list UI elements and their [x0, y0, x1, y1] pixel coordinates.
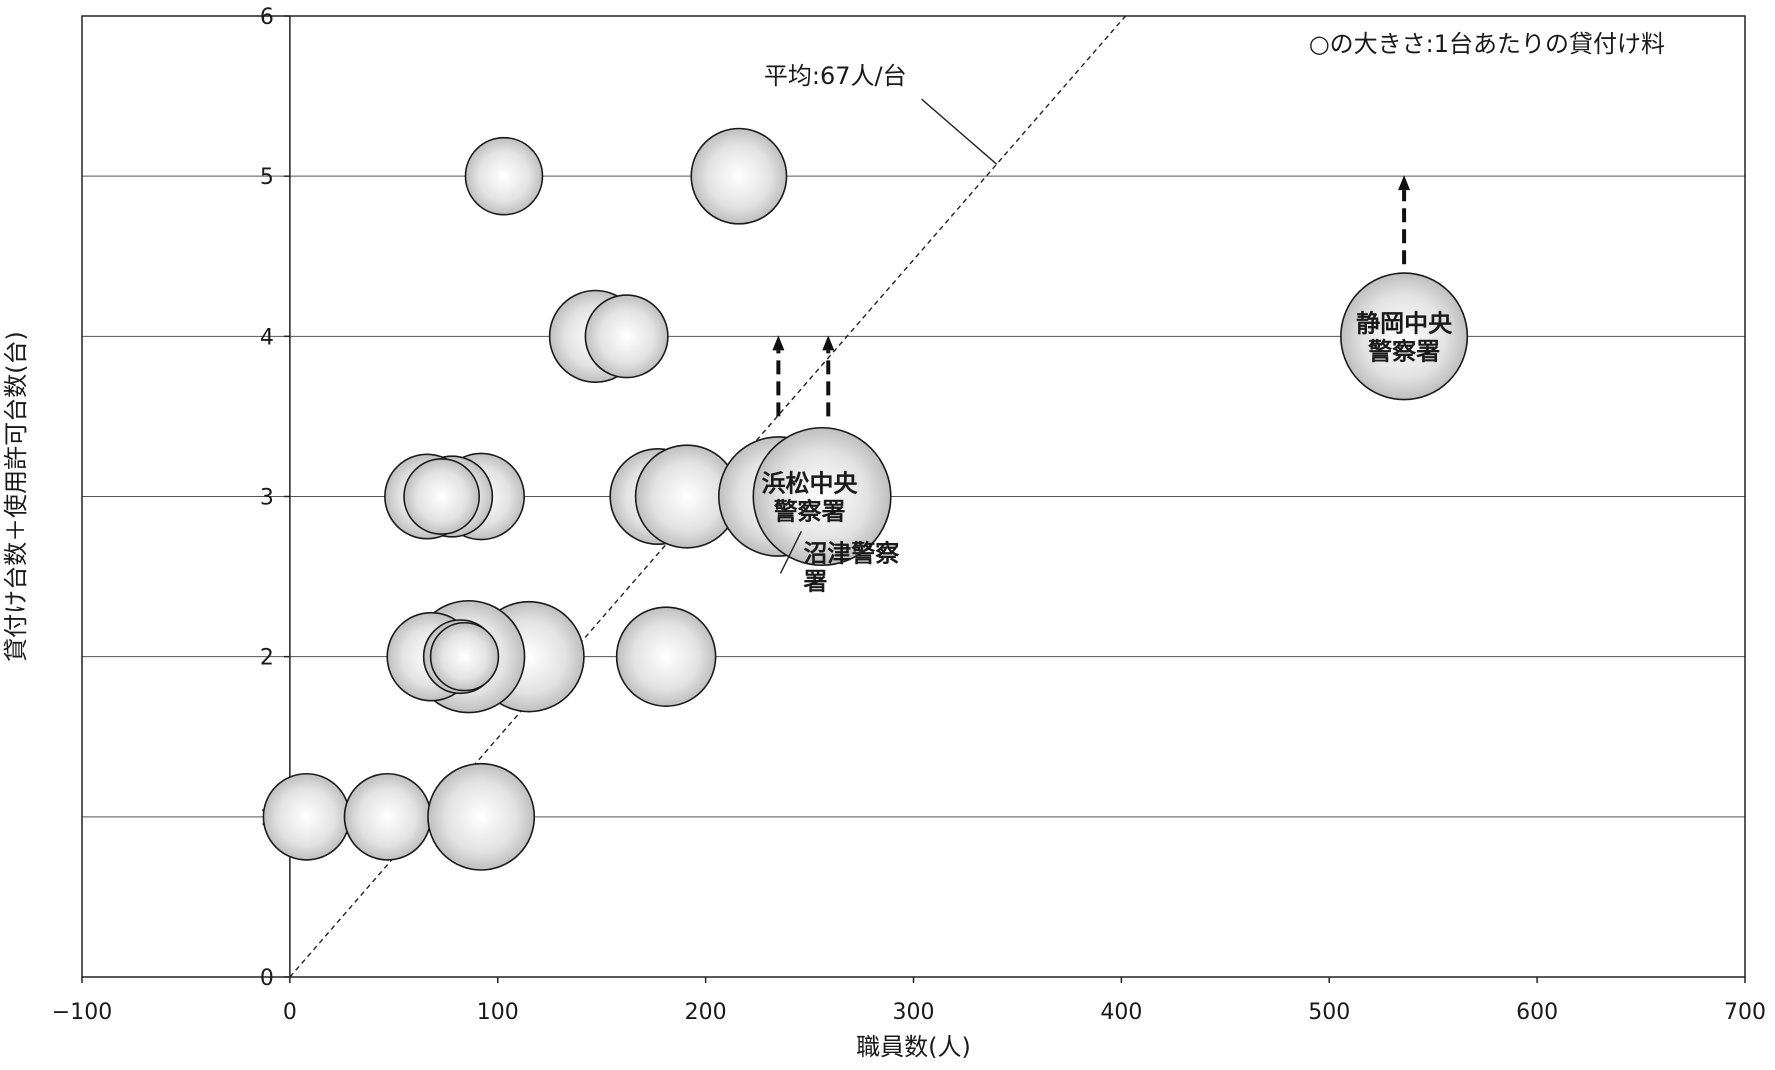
callout-label-0-line-0: 沼津警察 — [803, 539, 900, 567]
y-tick-label-2: 2 — [260, 646, 274, 671]
bubble-point-8 — [615, 606, 717, 707]
arrow-head-1 — [822, 335, 835, 351]
x-tick-label-7: 600 — [1516, 1000, 1558, 1025]
x-tick-label-8: 700 — [1724, 1000, 1766, 1025]
bubble-point-19 — [1340, 272, 1469, 401]
bubble-point-20 — [464, 136, 544, 216]
y-tick-label-0: 0 — [260, 966, 274, 991]
bubble-point-21 — [690, 127, 788, 225]
arrow-head-2 — [1398, 175, 1411, 191]
bubble-point-0 — [262, 772, 351, 861]
arrow-layer — [772, 175, 1411, 417]
bubble-label-0-line-1: 警察署 — [773, 498, 846, 526]
x-tick-label-5: 400 — [1100, 1000, 1142, 1025]
y-tick-label-3: 3 — [260, 486, 274, 511]
axes-layer: 0123456−1000100200300400500600700職員数(人)貸… — [2, 5, 1766, 1061]
bubble-label-0-line-0: 浜松中央 — [762, 470, 859, 498]
bubble-point-1 — [343, 772, 432, 861]
bubble-point-18 — [584, 294, 669, 379]
x-tick-label-0: −100 — [52, 1000, 112, 1025]
average-line-layer: 平均:67人/台 — [289, 15, 1127, 978]
grid-layer — [82, 175, 1745, 818]
callout-leader-0 — [779, 531, 802, 574]
bubble-point-7 — [429, 621, 500, 692]
x-tick-label-1: 0 — [283, 1000, 297, 1025]
arrow-head-0 — [772, 335, 785, 351]
size-legend-note: ○の大きさ:1台あたりの貸付け料 — [1309, 30, 1665, 58]
x-tick-label-6: 500 — [1308, 1000, 1350, 1025]
x-axis-title: 職員数(人) — [856, 1033, 971, 1061]
bubble-label-1-line-0: 静岡中央 — [1356, 309, 1453, 337]
x-tick-label-4: 300 — [893, 1000, 935, 1025]
bubble-point-16 — [752, 426, 892, 567]
bubble-layer — [262, 127, 1469, 871]
callout-label-0-line-1: 署 — [802, 567, 827, 595]
x-tick-label-2: 100 — [477, 1000, 519, 1025]
bubble-point-12 — [403, 458, 481, 535]
y-tick-label-5: 5 — [260, 165, 274, 190]
bubble-label-1-line-1: 警察署 — [1367, 337, 1440, 365]
average-line-label: 平均:67人/台 — [764, 62, 907, 90]
bubble-point-2 — [427, 762, 536, 871]
average-label-leader — [921, 98, 998, 165]
y-tick-label-6: 6 — [260, 5, 274, 30]
y-axis-title: 貸付け台数＋使用許可台数(台) — [2, 331, 30, 662]
y-tick-label-4: 4 — [260, 325, 274, 350]
x-tick-label-3: 200 — [685, 1000, 727, 1025]
